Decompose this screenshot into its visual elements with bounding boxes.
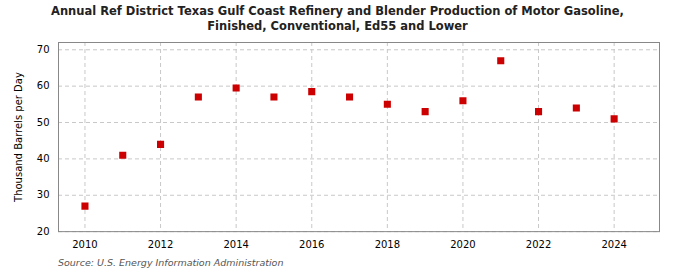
svg-text:2012: 2012 (148, 239, 173, 250)
svg-text:40: 40 (37, 153, 50, 164)
svg-text:2018: 2018 (375, 239, 400, 250)
svg-text:30: 30 (37, 189, 50, 200)
svg-text:2010: 2010 (72, 239, 97, 250)
svg-text:70: 70 (37, 44, 50, 55)
svg-text:Thousand Barrels per Day: Thousand Barrels per Day (13, 72, 24, 203)
svg-text:2014: 2014 (223, 239, 248, 250)
svg-text:2022: 2022 (526, 239, 551, 250)
svg-text:2016: 2016 (299, 239, 324, 250)
svg-text:2020: 2020 (450, 239, 475, 250)
html-text:Source: U.S. Energy Informatio: Source: U.S. Energy Information Administ… (58, 257, 284, 268)
html-text:Annual Ref District Texas Gulf: Annual Ref District Texas Gulf Coast Ref… (51, 4, 624, 33)
svg-text:20: 20 (37, 226, 50, 237)
svg-text:2024: 2024 (601, 239, 626, 250)
svg-text:60: 60 (37, 80, 50, 91)
svg-text:50: 50 (37, 117, 50, 128)
